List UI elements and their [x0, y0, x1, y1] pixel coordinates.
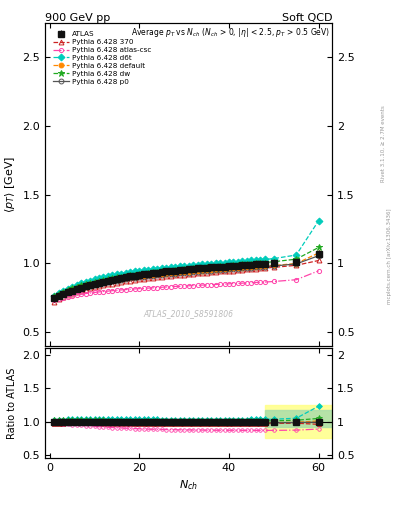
Pythia 6.428 370 — [52, 298, 57, 305]
Pythia 6.428 default — [119, 275, 124, 282]
Pythia 6.428 default — [52, 294, 57, 300]
Line: Pythia 6.428 d6t: Pythia 6.428 d6t — [52, 218, 321, 298]
Pythia 6.428 370 — [294, 262, 299, 268]
Text: ATLAS_2010_S8591806: ATLAS_2010_S8591806 — [143, 309, 234, 318]
Pythia 6.428 370 — [316, 258, 321, 264]
Line: Pythia 6.428 atlas-csc: Pythia 6.428 atlas-csc — [52, 269, 321, 303]
Pythia 6.428 atlas-csc — [316, 268, 321, 274]
Pythia 6.428 dw — [213, 264, 218, 270]
Pythia 6.428 d6t — [123, 270, 128, 276]
Pythia 6.428 p0 — [123, 276, 128, 282]
Pythia 6.428 default — [200, 268, 204, 274]
Bar — [265, 410, 332, 427]
Y-axis label: Ratio to ATLAS: Ratio to ATLAS — [7, 368, 17, 439]
Text: Average $p_T$ vs $N_{ch}$ ($N_{ch}$ > 0, |$\eta$| < 2.5, $p_T$ > 0.5 GeV): Average $p_T$ vs $N_{ch}$ ($N_{ch}$ > 0,… — [131, 26, 331, 39]
Pythia 6.428 default — [101, 279, 106, 285]
Bar — [265, 405, 332, 438]
Pythia 6.428 dw — [123, 273, 128, 279]
Pythia 6.428 d6t — [52, 293, 57, 299]
Pythia 6.428 d6t — [213, 260, 218, 266]
Pythia 6.428 370 — [119, 279, 124, 285]
Pythia 6.428 d6t — [316, 218, 321, 224]
Pythia 6.428 370 — [123, 279, 128, 285]
Pythia 6.428 d6t — [101, 274, 106, 280]
Line: Pythia 6.428 370: Pythia 6.428 370 — [52, 258, 321, 304]
Pythia 6.428 d6t — [119, 270, 124, 276]
Pythia 6.428 dw — [294, 256, 299, 262]
Pythia 6.428 atlas-csc — [213, 282, 218, 288]
Pythia 6.428 default — [294, 261, 299, 267]
Text: Rivet 3.1.10, ≥ 2.7M events: Rivet 3.1.10, ≥ 2.7M events — [381, 105, 386, 182]
Line: Pythia 6.428 p0: Pythia 6.428 p0 — [52, 253, 321, 301]
Pythia 6.428 dw — [101, 277, 106, 283]
Pythia 6.428 d6t — [294, 252, 299, 258]
Pythia 6.428 p0 — [101, 280, 106, 286]
Pythia 6.428 dw — [52, 293, 57, 299]
Pythia 6.428 atlas-csc — [294, 276, 299, 283]
Pythia 6.428 dw — [200, 265, 204, 271]
Text: mcplots.cern.ch [arXiv:1306.3436]: mcplots.cern.ch [arXiv:1306.3436] — [387, 208, 391, 304]
Pythia 6.428 dw — [316, 244, 321, 250]
Line: Pythia 6.428 dw: Pythia 6.428 dw — [51, 244, 322, 300]
Pythia 6.428 p0 — [119, 277, 124, 283]
Pythia 6.428 p0 — [294, 261, 299, 267]
Pythia 6.428 atlas-csc — [200, 282, 204, 288]
Pythia 6.428 atlas-csc — [101, 288, 106, 294]
Y-axis label: $\langle p_T \rangle$ [GeV]: $\langle p_T \rangle$ [GeV] — [3, 156, 17, 213]
Pythia 6.428 p0 — [52, 295, 57, 302]
Pythia 6.428 atlas-csc — [119, 287, 124, 293]
Pythia 6.428 default — [213, 267, 218, 273]
Pythia 6.428 default — [123, 275, 128, 281]
Pythia 6.428 d6t — [200, 262, 204, 268]
Line: Pythia 6.428 default: Pythia 6.428 default — [52, 250, 321, 300]
Text: 900 GeV pp: 900 GeV pp — [45, 13, 110, 23]
Pythia 6.428 p0 — [316, 252, 321, 259]
Pythia 6.428 default — [316, 250, 321, 256]
Pythia 6.428 370 — [101, 282, 106, 288]
Pythia 6.428 p0 — [213, 267, 218, 273]
Pythia 6.428 370 — [200, 270, 204, 276]
Pythia 6.428 dw — [119, 273, 124, 280]
Legend: ATLAS, Pythia 6.428 370, Pythia 6.428 atlas-csc, Pythia 6.428 d6t, Pythia 6.428 : ATLAS, Pythia 6.428 370, Pythia 6.428 at… — [51, 30, 153, 86]
Pythia 6.428 370 — [213, 269, 218, 275]
X-axis label: $N_{ch}$: $N_{ch}$ — [179, 479, 198, 493]
Pythia 6.428 atlas-csc — [52, 297, 57, 304]
Pythia 6.428 atlas-csc — [123, 287, 128, 293]
Pythia 6.428 p0 — [200, 268, 204, 274]
Text: Soft QCD: Soft QCD — [282, 13, 332, 23]
